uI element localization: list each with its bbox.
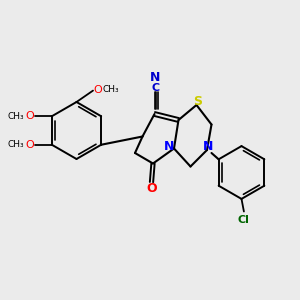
Text: O: O — [26, 111, 34, 121]
Text: CH₃: CH₃ — [103, 85, 119, 94]
Text: S: S — [193, 95, 202, 108]
Text: O: O — [26, 140, 34, 150]
Text: CH₃: CH₃ — [8, 112, 24, 121]
Text: N: N — [164, 140, 174, 154]
Text: O: O — [94, 85, 103, 95]
Text: N: N — [150, 71, 161, 84]
Text: N: N — [203, 140, 214, 153]
Text: C: C — [151, 83, 160, 93]
Text: Cl: Cl — [238, 215, 250, 225]
Text: O: O — [146, 182, 157, 195]
Text: CH₃: CH₃ — [8, 140, 24, 149]
